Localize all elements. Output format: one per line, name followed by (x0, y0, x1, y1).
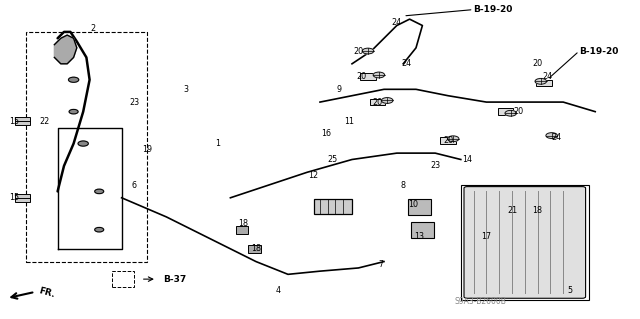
Bar (498, 108, 513, 115)
Text: 24: 24 (392, 18, 402, 27)
Text: 15: 15 (9, 117, 19, 126)
Circle shape (505, 110, 516, 116)
Text: 11: 11 (344, 117, 354, 126)
Bar (15, 194, 30, 202)
Bar (314, 199, 352, 214)
Text: 22: 22 (40, 117, 50, 126)
Text: B-19-20: B-19-20 (579, 47, 619, 56)
Bar (248, 245, 261, 253)
Bar (408, 199, 431, 215)
Text: 20: 20 (372, 98, 383, 107)
Circle shape (69, 109, 78, 114)
Bar (440, 137, 456, 144)
Bar (536, 80, 552, 86)
Bar (360, 73, 376, 80)
Text: 23: 23 (430, 161, 440, 170)
Text: 16: 16 (321, 130, 332, 138)
Circle shape (95, 227, 104, 232)
Text: 10: 10 (408, 200, 418, 209)
Text: 4: 4 (276, 286, 281, 295)
Text: FR.: FR. (37, 286, 56, 299)
Text: 20: 20 (353, 47, 364, 56)
Text: 5: 5 (567, 286, 572, 295)
Circle shape (373, 72, 385, 78)
Bar (112, 271, 134, 287)
Circle shape (546, 133, 557, 138)
Text: B-37: B-37 (163, 275, 186, 284)
Text: 8: 8 (401, 181, 406, 189)
Text: 18: 18 (238, 219, 248, 228)
Text: 2: 2 (90, 24, 95, 33)
Circle shape (362, 48, 374, 54)
Bar (26, 32, 147, 262)
Text: 9: 9 (337, 85, 342, 94)
Text: 20: 20 (443, 136, 453, 145)
Text: 12: 12 (308, 171, 319, 180)
Text: 17: 17 (481, 232, 492, 241)
Circle shape (95, 189, 104, 194)
Text: B-19-20: B-19-20 (474, 5, 513, 14)
Text: 3: 3 (183, 85, 188, 94)
Text: 24: 24 (401, 59, 412, 68)
Text: 7: 7 (378, 260, 383, 269)
Text: 25: 25 (328, 155, 338, 164)
Text: 24: 24 (542, 72, 552, 81)
Text: 13: 13 (414, 232, 424, 241)
FancyBboxPatch shape (464, 187, 586, 298)
Circle shape (68, 77, 79, 82)
Text: 24: 24 (552, 133, 562, 142)
Text: 20: 20 (513, 107, 524, 116)
Text: 18: 18 (532, 206, 543, 215)
Bar (461, 185, 589, 300)
Circle shape (381, 98, 393, 103)
Text: 18: 18 (251, 244, 261, 253)
Circle shape (535, 78, 547, 84)
Text: 19: 19 (142, 145, 152, 154)
Bar (236, 226, 248, 234)
Bar (411, 222, 434, 238)
Text: 1: 1 (215, 139, 220, 148)
Text: 23: 23 (129, 98, 140, 107)
Circle shape (447, 136, 459, 142)
Text: S9A3-B2600B: S9A3-B2600B (454, 297, 506, 306)
Polygon shape (54, 35, 77, 64)
Text: 14: 14 (462, 155, 472, 164)
Text: 15: 15 (9, 193, 19, 202)
Text: 6: 6 (132, 181, 137, 189)
Circle shape (78, 141, 88, 146)
Text: 20: 20 (356, 72, 367, 81)
Bar (370, 99, 385, 105)
Text: 21: 21 (507, 206, 517, 215)
Bar (15, 117, 30, 125)
Text: 20: 20 (532, 59, 543, 68)
